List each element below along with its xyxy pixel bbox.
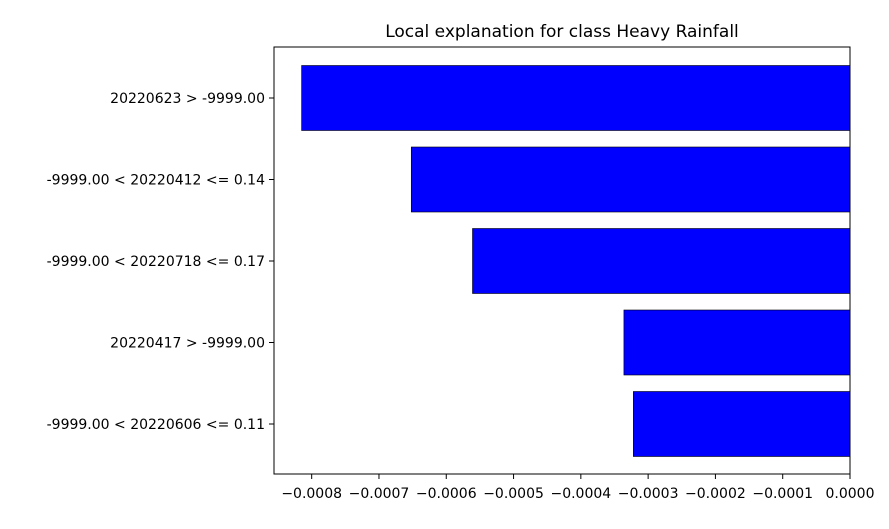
chart-title: Local explanation for class Heavy Rainfa… [385, 22, 739, 42]
bar-4 [623, 309, 851, 376]
y-tick-label: -9999.00 < 20220412 <= 0.14 [47, 173, 265, 189]
x-tick-label: −0.0003 [618, 486, 679, 502]
bar-3 [472, 228, 851, 294]
x-tick-label: 0.0000 [826, 486, 875, 502]
bar-5 [633, 391, 851, 457]
y-tick-label: -9999.00 < 20220718 <= 0.17 [47, 254, 265, 270]
x-tick-label: −0.0001 [752, 486, 813, 502]
bar-2 [410, 146, 851, 213]
y-tick-label: 20220623 > -9999.00 [110, 91, 265, 107]
bar-1 [301, 65, 851, 131]
x-tick-label: −0.0004 [550, 486, 611, 502]
x-tick-label: −0.0008 [281, 486, 342, 502]
x-tick-label: −0.0002 [685, 486, 746, 502]
x-tick-label: −0.0005 [483, 486, 544, 502]
y-tick-label: 20220417 > -9999.00 [110, 336, 265, 352]
x-tick-label: −0.0007 [349, 486, 410, 502]
y-tick-label: -9999.00 < 20220606 <= 0.11 [47, 417, 265, 433]
ticks-layer: 20220623 > -9999.00 -9999.00 < 20220412 <… [47, 91, 875, 502]
x-tick-label: −0.0006 [416, 486, 477, 502]
bars-layer [301, 65, 851, 457]
